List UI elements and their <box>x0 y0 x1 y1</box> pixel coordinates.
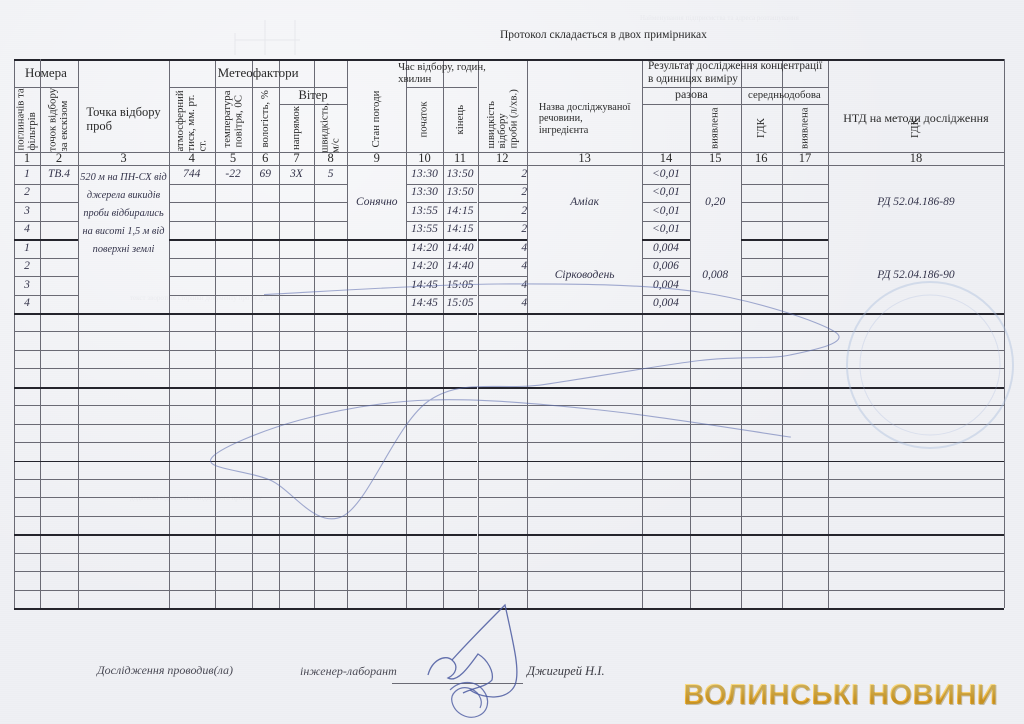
svg-text:Найменування підприємства та а: Найменування підприємства та адреса розт… <box>640 14 800 22</box>
